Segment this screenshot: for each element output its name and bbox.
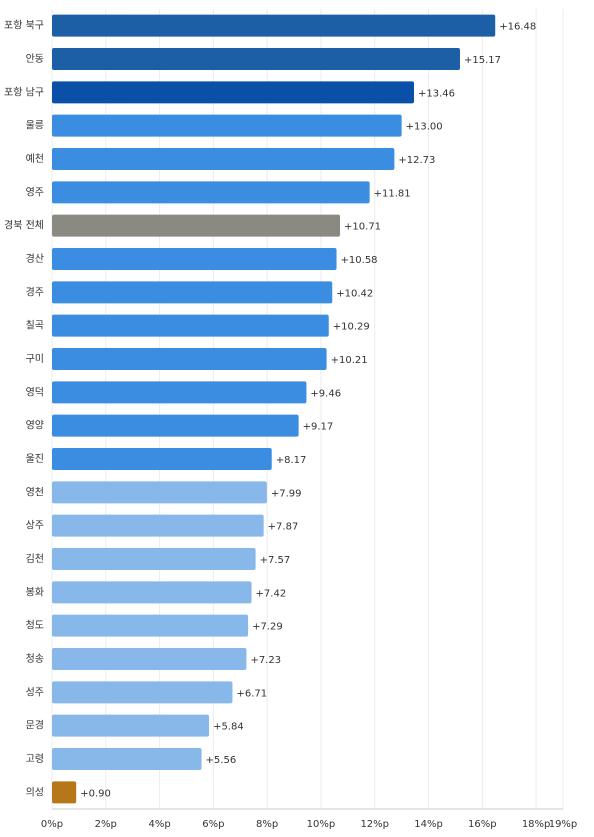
value-label: +10.58 <box>341 255 378 266</box>
bar <box>52 748 202 770</box>
y-tick-label: 구미 <box>26 353 44 365</box>
bar <box>52 614 249 637</box>
x-tick-label: 18%p <box>522 819 551 830</box>
bar <box>52 714 210 737</box>
value-label: +7.57 <box>260 555 291 566</box>
y-tick-label: 청도 <box>26 620 44 632</box>
x-tick-label: 4%p <box>148 819 170 830</box>
bar <box>52 448 272 470</box>
y-tick-label: 문경 <box>26 719 44 732</box>
bar <box>52 581 252 604</box>
y-tick-label: 포항 북구 <box>4 20 44 32</box>
value-label: +16.48 <box>499 22 536 33</box>
y-tick-label: 울릉 <box>26 120 44 132</box>
y-tick-label: 상주 <box>26 520 44 532</box>
bar <box>52 114 402 137</box>
bar <box>52 414 299 437</box>
value-label: +10.71 <box>344 222 381 233</box>
value-label: +10.21 <box>331 355 368 366</box>
value-label: +5.84 <box>213 722 244 733</box>
y-tick-label: 칠곡 <box>26 320 44 332</box>
y-tick-label: 안동 <box>26 53 44 65</box>
value-label: +0.90 <box>80 788 111 799</box>
x-tick-label: 10%p <box>307 819 336 830</box>
y-tick-label: 경산 <box>26 252 44 265</box>
x-tick-label: 16%p <box>468 819 497 830</box>
y-tick-label: 영천 <box>26 486 44 498</box>
y-tick-label: 예천 <box>26 153 44 165</box>
bar <box>52 481 267 504</box>
y-tick-label: 의성 <box>26 786 44 798</box>
bar <box>52 48 460 70</box>
bar <box>52 81 415 104</box>
x-tick-label: 14%p <box>414 819 443 830</box>
y-tick-label: 울진 <box>26 453 44 465</box>
x-tick-label: 6%p <box>202 819 224 830</box>
value-label: +9.46 <box>310 388 341 399</box>
y-tick-label: 김천 <box>26 553 44 565</box>
y-tick-label: 영주 <box>26 186 44 198</box>
bar <box>52 548 256 570</box>
x-tick-label: 12%p <box>360 819 389 830</box>
bar <box>52 148 395 170</box>
value-label: +6.71 <box>236 688 267 699</box>
value-label: +7.87 <box>268 522 299 533</box>
x-tick-label: 2%p <box>95 819 117 830</box>
value-label: +7.42 <box>256 588 287 599</box>
value-label: +12.73 <box>398 155 435 166</box>
y-tick-label: 영덕 <box>26 386 44 398</box>
bar <box>52 348 327 370</box>
y-tick-label: 성주 <box>26 686 44 698</box>
bar <box>52 248 337 270</box>
value-label: +5.56 <box>206 755 237 766</box>
y-tick-label: 봉화 <box>26 586 44 598</box>
value-label: +13.00 <box>406 122 443 133</box>
value-label: +15.17 <box>464 55 501 66</box>
y-tick-label: 포항 남구 <box>4 86 44 98</box>
x-tick-label: 0%p <box>41 819 63 830</box>
value-label: +7.29 <box>252 622 283 633</box>
value-label: +10.42 <box>336 288 373 299</box>
bar <box>52 381 307 404</box>
bar <box>52 14 496 37</box>
value-label: +11.81 <box>374 188 411 199</box>
x-tick-label: 8%p <box>256 819 278 830</box>
y-tick-label: 고령 <box>26 753 44 765</box>
bar <box>52 681 233 704</box>
value-label: +13.46 <box>418 88 455 99</box>
value-label: +10.29 <box>333 322 370 333</box>
y-tick-label: 경북 전체 <box>4 219 44 232</box>
bar <box>52 214 341 237</box>
bar <box>52 314 329 337</box>
value-label: +7.23 <box>250 655 281 666</box>
bar <box>52 281 333 304</box>
bar <box>52 648 247 670</box>
bar <box>52 781 77 804</box>
y-tick-label: 청송 <box>26 653 44 665</box>
y-tick-label: 영양 <box>26 420 44 432</box>
value-label: +9.17 <box>303 422 334 433</box>
x-tick-label: 19%p <box>549 819 578 830</box>
bar <box>52 181 370 204</box>
bar <box>52 514 264 537</box>
value-label: +7.99 <box>271 488 302 499</box>
y-tick-label: 경주 <box>26 285 44 298</box>
value-label: +8.17 <box>276 455 307 466</box>
